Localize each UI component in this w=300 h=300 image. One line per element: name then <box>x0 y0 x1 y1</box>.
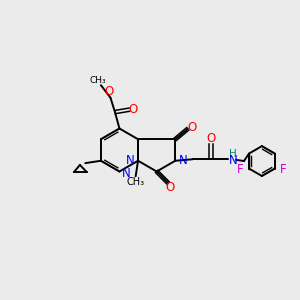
Text: F: F <box>280 163 287 176</box>
Text: H: H <box>229 149 237 159</box>
Text: F: F <box>237 163 244 176</box>
Text: N: N <box>229 154 238 167</box>
Text: O: O <box>206 132 216 145</box>
Text: O: O <box>188 121 196 134</box>
Text: CH₃: CH₃ <box>90 76 106 85</box>
Text: O: O <box>129 103 138 116</box>
Text: N: N <box>179 154 188 167</box>
Text: N: N <box>126 154 134 167</box>
Text: N: N <box>122 167 130 180</box>
Text: O: O <box>166 182 175 194</box>
Text: CH₃: CH₃ <box>127 177 145 187</box>
Text: O: O <box>105 85 114 98</box>
